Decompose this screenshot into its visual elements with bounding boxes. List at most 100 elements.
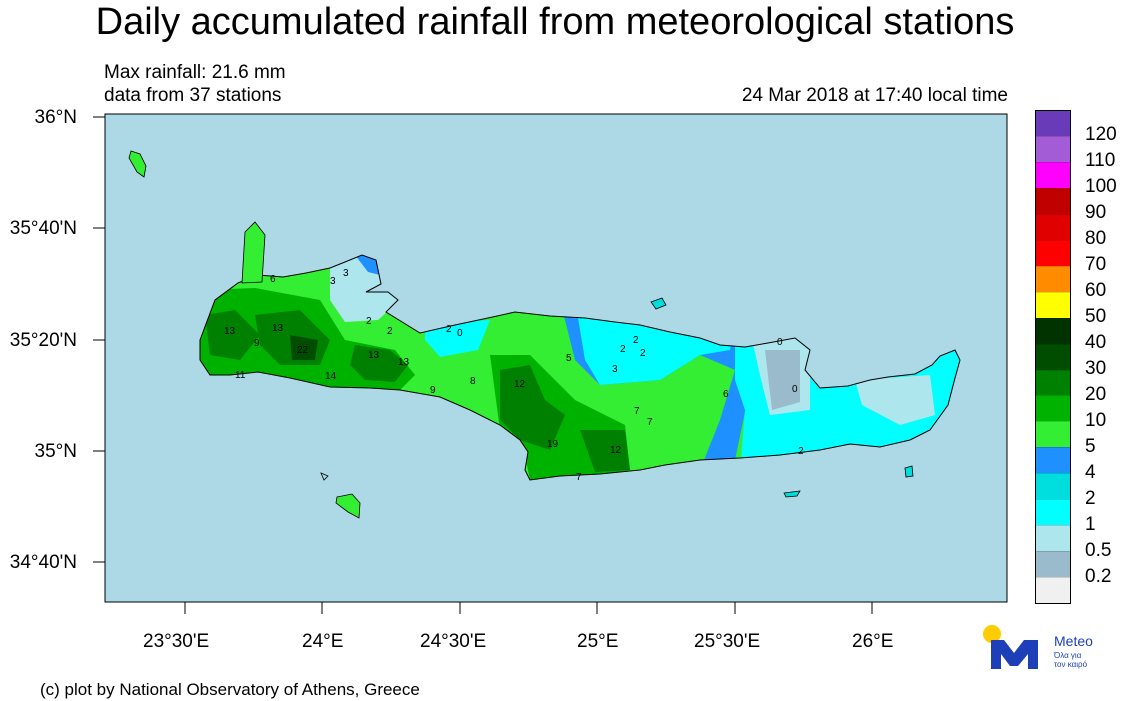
legend-label: 60 bbox=[1085, 280, 1107, 301]
legend-label: 0.2 bbox=[1085, 566, 1112, 587]
legend-label: 90 bbox=[1085, 202, 1107, 223]
legend-color-cell bbox=[1036, 161, 1070, 188]
footer-credit: (c) plot by National Observatory of Athe… bbox=[40, 680, 420, 699]
meteo-logo-icon bbox=[983, 625, 1038, 669]
crete-coastline bbox=[199, 254, 961, 481]
legend-label: 100 bbox=[1085, 176, 1117, 197]
legend-label: 50 bbox=[1085, 306, 1107, 327]
station-value: 7 bbox=[634, 406, 640, 417]
station-value: 12 bbox=[514, 379, 526, 390]
logo-tagline-2: τον καιρό bbox=[1054, 660, 1088, 669]
station-labels: 6 3 3 13 13 9 22 2 2 2 0 13 13 11 14 9 8… bbox=[224, 268, 804, 483]
legend-color-cell bbox=[1036, 473, 1070, 500]
station-value: 8 bbox=[470, 376, 476, 387]
axis-ticks bbox=[93, 116, 873, 614]
legend-label: 70 bbox=[1085, 254, 1107, 275]
legend-color-cell bbox=[1036, 577, 1070, 604]
station-value: 6 bbox=[270, 274, 276, 285]
legend-color-cell bbox=[1036, 499, 1070, 526]
logo-name: Meteo bbox=[1054, 633, 1093, 649]
legend-color-cell bbox=[1036, 291, 1070, 318]
station-value: 13 bbox=[224, 326, 236, 337]
island-antikythera bbox=[128, 150, 147, 178]
legend-color-cell bbox=[1036, 421, 1070, 448]
station-value: 7 bbox=[576, 472, 582, 483]
legend-label: 80 bbox=[1085, 228, 1107, 249]
legend-label: 40 bbox=[1085, 332, 1107, 353]
station-value: 22 bbox=[297, 345, 309, 356]
island-chrysi bbox=[783, 490, 801, 498]
legend-colorbar bbox=[1035, 110, 1071, 604]
legend-label: 30 bbox=[1085, 358, 1107, 379]
legend-color-cell bbox=[1036, 135, 1070, 162]
station-value: 2 bbox=[798, 446, 804, 457]
legend-label: 20 bbox=[1085, 384, 1107, 405]
station-value: 2 bbox=[633, 335, 639, 346]
station-value: 3 bbox=[612, 364, 618, 375]
station-value: 0 bbox=[777, 337, 783, 348]
max-rainfall-text: Max rainfall: 21.6 mm bbox=[104, 62, 286, 83]
station-value: 2 bbox=[640, 348, 646, 359]
lon-label-25-30e: 25°30'E bbox=[694, 631, 761, 652]
island-koufonisi bbox=[904, 465, 914, 478]
legend-label: 4 bbox=[1085, 462, 1096, 483]
stations-count-text: data from 37 stations bbox=[104, 85, 282, 106]
legend-label: 10 bbox=[1085, 410, 1107, 431]
legend-color-cell bbox=[1036, 317, 1070, 344]
station-value: 12 bbox=[610, 445, 622, 456]
lat-label-35-40n: 35°40'N bbox=[9, 218, 77, 239]
islet-sw bbox=[320, 472, 329, 481]
legend-color-cell bbox=[1036, 447, 1070, 474]
logo-tagline-1: Όλα για bbox=[1054, 651, 1082, 660]
lat-label-35-20n: 35°20'N bbox=[9, 330, 77, 351]
station-value: 5 bbox=[566, 353, 572, 364]
station-value: 9 bbox=[254, 338, 260, 349]
legend-color-cell bbox=[1036, 187, 1070, 214]
legend-label: 1 bbox=[1085, 514, 1096, 535]
station-value: 11 bbox=[235, 370, 246, 381]
lat-label-34-40n: 34°40'N bbox=[9, 552, 77, 573]
island-gavdos bbox=[335, 493, 361, 519]
lon-label-24-30e: 24°30'E bbox=[420, 631, 487, 652]
station-value: 0 bbox=[792, 384, 798, 395]
station-value: 9 bbox=[430, 385, 436, 396]
gramvousa-peninsula bbox=[241, 221, 266, 284]
station-value: 13 bbox=[398, 357, 410, 368]
legend-color-cell bbox=[1036, 369, 1070, 396]
legend-color-cell bbox=[1036, 343, 1070, 370]
legend-label: 5 bbox=[1085, 436, 1096, 457]
station-value: 6 bbox=[723, 389, 729, 400]
legend-label: 2 bbox=[1085, 488, 1096, 509]
map-title: Daily accumulated rainfall from meteorol… bbox=[95, 1, 1015, 43]
legend-label: 120 bbox=[1085, 124, 1117, 145]
station-value: 13 bbox=[272, 323, 284, 334]
legend-label: 110 bbox=[1085, 150, 1116, 171]
station-value: 13 bbox=[368, 350, 380, 361]
legend-color-cell bbox=[1036, 525, 1070, 552]
legend-label: 0.5 bbox=[1085, 540, 1112, 561]
island-dia bbox=[650, 297, 667, 310]
station-value: 7 bbox=[647, 417, 653, 428]
legend-color-cell bbox=[1036, 551, 1070, 578]
station-value: 0 bbox=[457, 328, 463, 339]
lon-label-25e: 25°E bbox=[577, 631, 619, 652]
legend-color-cell bbox=[1036, 213, 1070, 240]
station-value: 19 bbox=[547, 439, 559, 450]
lon-label-24e: 24°E bbox=[302, 631, 344, 652]
timestamp-text: 24 Mar 2018 at 17:40 local time bbox=[741, 85, 1008, 106]
legend-color-cell bbox=[1036, 239, 1070, 266]
lon-label-26e: 26°E bbox=[852, 631, 894, 652]
station-value: 14 bbox=[325, 371, 337, 382]
legend-color-cell bbox=[1036, 111, 1070, 136]
lat-label-36n: 36°N bbox=[34, 107, 77, 128]
lat-label-35n: 35°N bbox=[34, 441, 77, 462]
station-value: 3 bbox=[343, 268, 349, 279]
station-value: 2 bbox=[387, 326, 393, 337]
meteo-logo: Meteo Όλα για τον καιρό bbox=[982, 624, 1102, 670]
legend-color-cell bbox=[1036, 395, 1070, 422]
legend-color-cell bbox=[1036, 265, 1070, 292]
lon-label-23-30e: 23°30'E bbox=[143, 631, 210, 652]
station-value: 2 bbox=[366, 316, 372, 327]
station-value: 2 bbox=[446, 324, 452, 335]
